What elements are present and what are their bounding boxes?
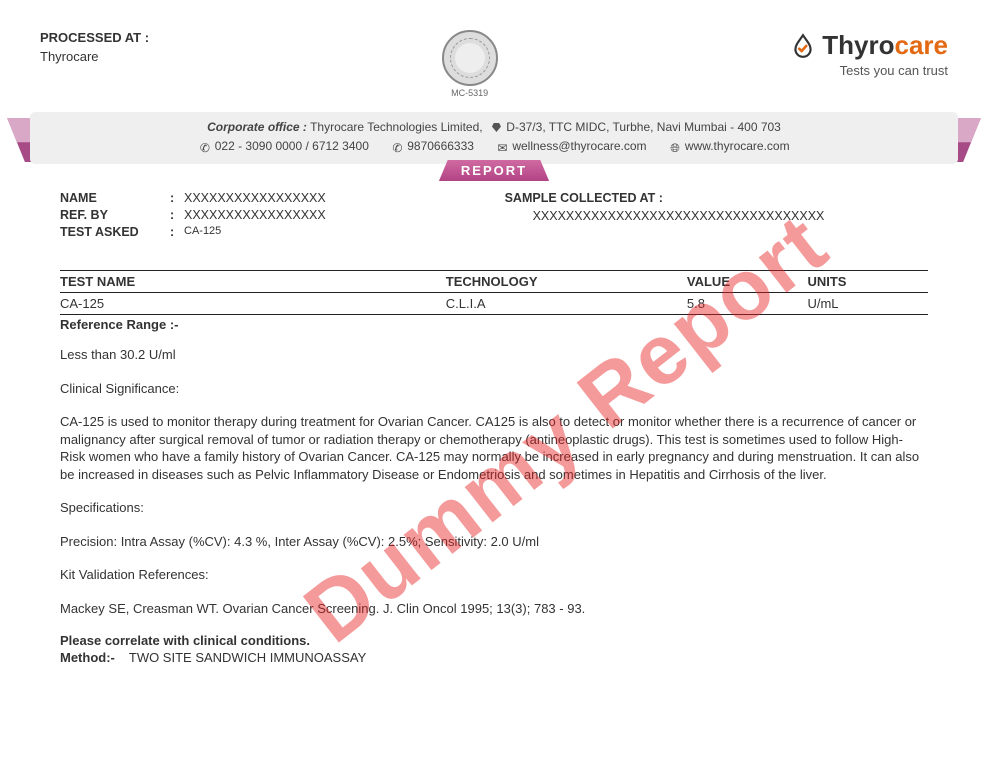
report-badge: REPORT	[439, 160, 549, 181]
kit-validation-label: Kit Validation References:	[60, 566, 928, 584]
table-row: CA-125 C.L.I.A 5.8 U/mL	[60, 293, 928, 315]
accreditation-code: MC-5319	[442, 88, 498, 98]
refby-value: XXXXXXXXXXXXXXXXX	[184, 208, 326, 222]
clinical-significance-text: CA-125 is used to monitor therapy during…	[60, 413, 928, 483]
cell-test-name: CA-125	[60, 296, 446, 311]
colon: :	[170, 225, 184, 239]
contact-whatsapp-text: 9870666333	[407, 139, 474, 153]
corp-office-address: D-37/3, TTC MIDC, Turbhe, Navi Mumbai - …	[506, 120, 781, 134]
contact-website-text: www.thyrocare.com	[685, 139, 790, 153]
accreditation-seal-block: MC-5319	[442, 30, 498, 98]
refby-label: REF. BY	[60, 208, 170, 222]
reference-range-label: Reference Range :-	[60, 317, 928, 332]
clinical-significance-label: Clinical Significance:	[60, 380, 928, 398]
name-label: NAME	[60, 191, 170, 205]
kit-validation-text: Mackey SE, Creasman WT. Ovarian Cancer S…	[60, 600, 928, 618]
corp-office-name: Thyrocare Technologies Limited,	[310, 120, 483, 134]
colon: :	[170, 191, 184, 205]
brand-text-2: care	[895, 30, 949, 60]
processed-at-value: Thyrocare	[40, 49, 149, 64]
corp-office-label: Corporate office :	[207, 120, 307, 134]
specifications-text: Precision: Intra Assay (%CV): 4.3 %, Int…	[60, 533, 928, 551]
contact-phone: ✆ 022 - 3090 0000 / 6712 3400	[198, 139, 368, 156]
mail-icon: ✉	[496, 141, 509, 155]
cell-units: U/mL	[807, 296, 928, 311]
brand-tagline: Tests you can trust	[790, 63, 948, 78]
correlate-note: Please correlate with clinical condition…	[60, 633, 928, 648]
specifications-label: Specifications:	[60, 499, 928, 517]
method-value: TWO SITE SANDWICH IMMUNOASSAY	[129, 650, 366, 665]
colon: :	[170, 208, 184, 222]
col-units: UNITS	[807, 274, 928, 289]
contact-whatsapp: ✆ 9870666333	[391, 139, 474, 156]
contact-row: ✆ 022 - 3090 0000 / 6712 3400 ✆ 98706663…	[90, 139, 898, 156]
brand-logo: Thyrocare	[790, 30, 948, 61]
patient-info-right: SAMPLE COLLECTED AT : XXXXXXXXXXXXXXXXXX…	[505, 191, 928, 242]
cell-technology: C.L.I.A	[446, 296, 687, 311]
report-body: Less than 30.2 U/ml Clinical Significanc…	[60, 346, 928, 617]
sample-collected-value: XXXXXXXXXXXXXXXXXXXXXXXXXXXXXXXXXXX	[505, 209, 928, 223]
col-value: VALUE	[687, 274, 808, 289]
processed-at-label: PROCESSED AT :	[40, 30, 149, 45]
patient-info: NAME : XXXXXXXXXXXXXXXXX REF. BY : XXXXX…	[60, 191, 928, 242]
contact-website: 🌐︎ www.thyrocare.com	[669, 139, 790, 156]
accreditation-seal-icon	[442, 30, 498, 86]
corporate-office-line: Corporate office : Thyrocare Technologie…	[90, 120, 898, 134]
brand-block: Thyrocare Tests you can trust	[790, 30, 948, 78]
method-row: Method:- TWO SITE SANDWICH IMMUNOASSAY	[60, 650, 928, 665]
patient-info-left: NAME : XXXXXXXXXXXXXXXXX REF. BY : XXXXX…	[60, 191, 505, 242]
reference-range-text: Less than 30.2 U/ml	[60, 346, 928, 364]
col-technology: TECHNOLOGY	[446, 274, 687, 289]
table-header-row: TEST NAME TECHNOLOGY VALUE UNITS	[60, 270, 928, 293]
phone-icon: ✆	[198, 141, 211, 155]
contact-email: ✉ wellness@thyrocare.com	[496, 139, 647, 156]
cell-value: 5.8	[687, 296, 808, 311]
drop-check-icon	[790, 33, 816, 59]
contact-phone-text: 022 - 3090 0000 / 6712 3400	[215, 139, 369, 153]
name-value: XXXXXXXXXXXXXXXXX	[184, 191, 326, 205]
whatsapp-icon: ✆	[391, 141, 404, 155]
globe-icon: 🌐︎	[669, 141, 682, 156]
testasked-label: TEST ASKED	[60, 225, 170, 239]
contact-banner-body: Corporate office : Thyrocare Technologie…	[30, 112, 958, 164]
map-pin-icon	[492, 123, 501, 132]
report-header: PROCESSED AT : Thyrocare MC-5319 Thyroca…	[40, 30, 948, 98]
testasked-value: CA-125	[184, 225, 221, 239]
contact-banner: Corporate office : Thyrocare Technologie…	[30, 112, 958, 181]
method-label: Method:-	[60, 650, 115, 665]
brand-text-1: Thyro	[822, 30, 894, 60]
results-table: TEST NAME TECHNOLOGY VALUE UNITS CA-125 …	[60, 270, 928, 315]
col-test-name: TEST NAME	[60, 274, 446, 289]
processed-at-block: PROCESSED AT : Thyrocare	[40, 30, 149, 64]
sample-collected-label: SAMPLE COLLECTED AT :	[505, 191, 928, 205]
contact-email-text: wellness@thyrocare.com	[512, 139, 646, 153]
